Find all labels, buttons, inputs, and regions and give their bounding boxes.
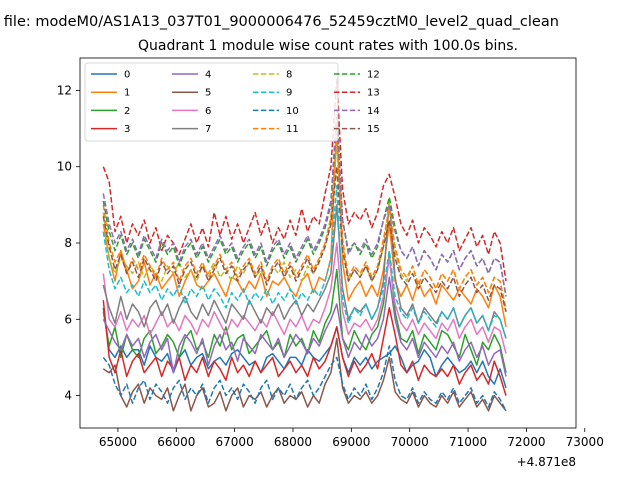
x-tick-label: 72000 <box>507 435 545 449</box>
series-line-9 <box>102 185 507 339</box>
x-tick-label: 68000 <box>274 435 312 449</box>
series-line-7 <box>102 200 507 339</box>
series-line-13 <box>102 78 507 282</box>
legend-label-6: 6 <box>205 106 211 117</box>
legend-label-9: 9 <box>286 88 292 99</box>
series-line-15 <box>102 165 507 312</box>
series-line-5 <box>102 337 507 412</box>
y-tick-label: 6 <box>64 312 72 326</box>
x-tick-label: 73000 <box>566 435 604 449</box>
x-tick-label: 65000 <box>99 435 137 449</box>
series-line-2 <box>102 253 507 373</box>
legend-label-10: 10 <box>286 106 299 117</box>
legend-label-14: 14 <box>367 106 380 117</box>
legend-box <box>84 62 339 142</box>
legend-label-4: 4 <box>205 70 211 81</box>
legend-label-0: 0 <box>124 70 130 81</box>
series-line-0 <box>102 307 507 389</box>
legend-label-15: 15 <box>367 124 380 135</box>
figure-suptitle: n file: modeM0/AS1A13_037T01_9000006476_… <box>0 14 559 30</box>
x-tick-label: 66000 <box>157 435 195 449</box>
series-line-10 <box>102 345 507 412</box>
x-axis: 65000 66000 67000 68000 69000 70000 71000 72000… <box>99 428 604 449</box>
legend-label-5: 5 <box>205 88 211 99</box>
legend-label-8: 8 <box>286 70 292 81</box>
y-axis: 4 6 8 10 12 <box>57 83 80 403</box>
legend-label-7: 7 <box>205 124 211 135</box>
legend-label-13: 13 <box>367 88 380 99</box>
legend-label-2: 2 <box>124 106 130 117</box>
series-line-14 <box>102 108 507 297</box>
series-line-6 <box>102 242 507 354</box>
y-tick-label: 10 <box>57 160 72 174</box>
chart-title: Quadrant 1 module wise count rates with … <box>138 38 518 54</box>
y-tick-label: 8 <box>64 236 72 250</box>
series-line-8 <box>102 143 507 308</box>
legend-label-12: 12 <box>367 70 380 81</box>
x-tick-label: 67000 <box>216 435 254 449</box>
series-line-3 <box>102 300 507 396</box>
series-line-4 <box>102 276 507 377</box>
x-tick-label: 70000 <box>391 435 429 449</box>
legend-label-11: 11 <box>286 124 299 135</box>
series-layer <box>102 78 507 412</box>
series-line-11 <box>102 131 507 312</box>
x-tick-label: 69000 <box>332 435 370 449</box>
legend-label-3: 3 <box>124 124 130 135</box>
x-tick-label: 71000 <box>449 435 487 449</box>
series-line-1 <box>102 127 507 328</box>
legend-label-1: 1 <box>124 88 130 99</box>
y-tick-label: 4 <box>64 389 72 403</box>
y-tick-label: 12 <box>57 83 72 97</box>
x-axis-offset-label: +4.871e8 <box>517 455 576 469</box>
